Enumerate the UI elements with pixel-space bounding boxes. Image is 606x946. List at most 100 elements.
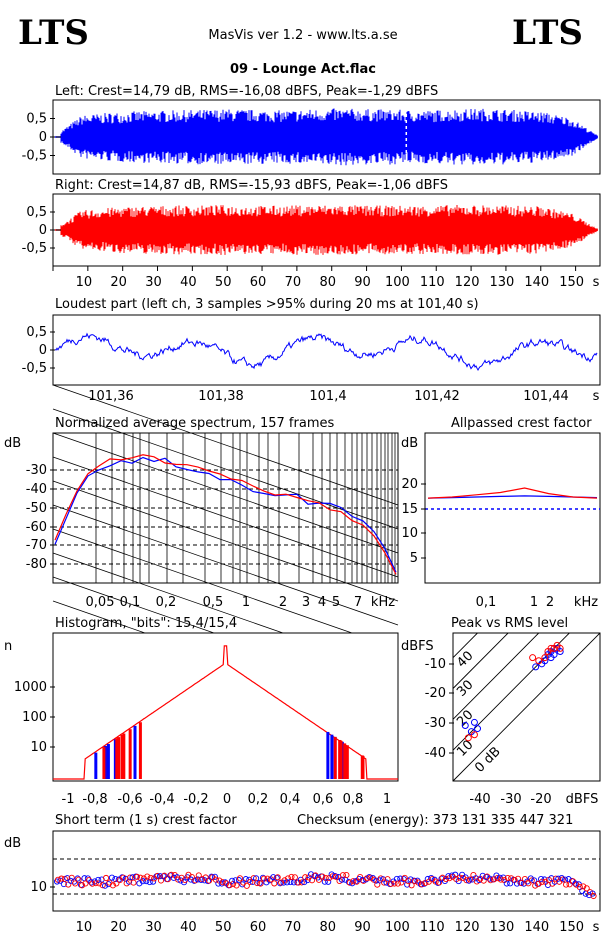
crest-ytick: 5 [410,551,418,566]
left-wave-ytick: 0 [39,130,47,145]
short-crest-point [254,879,261,887]
short-crest-xtick: 90 [354,920,371,935]
short-crest-point [126,878,133,885]
short-crest-point [233,882,240,889]
crest-series-1 [427,487,598,499]
spectrum-ytick: -50 [26,501,47,516]
short-crest-point [72,880,79,887]
histogram-xtick: 0,6 [313,792,334,807]
peak-rms-point [541,654,549,662]
histogram-tail-bar [102,747,106,779]
histogram-title: Histogram, "bits": 15,4/15,4 [55,616,237,631]
time-axis-xtick: 90 [354,275,371,290]
histogram-tail-bar [138,722,142,779]
histogram-tail-bar [106,744,110,779]
peak-rms-point [544,648,552,655]
short-crest-point [367,874,374,881]
histogram-tail-bar [94,752,98,779]
short-crest-point [518,879,525,887]
short-crest-point [343,872,350,879]
short-crest-point [288,873,295,880]
short-crest-xtick: 50 [215,920,232,935]
short-crest-point [551,878,558,885]
short-crest-xtick: 80 [319,920,336,935]
time-axis-xtick: 40 [180,275,197,290]
short-crest-point [580,883,587,890]
peak-rms-point [470,718,478,726]
short-crest-point [525,880,532,887]
spectrum-xtick: 2 [279,595,287,610]
short-crest-point [236,875,244,882]
time-axis-xtick: 100 [385,275,410,290]
histogram-xtick: -0,2 [183,792,208,807]
spectrum-xtick: 0,5 [203,595,224,610]
left-wave-title: Left: Crest=14,79 dB, RMS=-16,08 dBFS, P… [55,84,438,99]
spectrum-ytick: -40 [26,482,47,497]
short-crest-point [195,872,202,879]
spectrum-ytick: -30 [26,463,47,478]
spectrum-xtick: 5 [332,595,340,610]
time-axis-xtick: 50 [215,275,232,290]
peak-rms-xtick: -30 [500,792,521,807]
peak-rms-ytick: -20 [425,686,446,701]
loudest-xtick: 101,38 [198,389,244,404]
peak-rms-diag-line [452,632,509,689]
loudest-ytick: 0 [39,343,47,358]
histogram-tail-bar [343,743,347,779]
peak-rms-diag-line [452,632,601,782]
crest-xtick: 2 [546,595,554,610]
crest-frame [424,432,601,584]
short-crest-point [291,874,298,881]
short-crest-point [476,876,483,884]
short-crest-point [332,873,339,880]
short-crest-point [194,876,201,883]
left-wave-ytick: -0,5 [22,149,47,164]
short-crest-point [572,880,579,887]
spectrum-slope-line [52,456,399,578]
peak-rms-point [535,657,543,665]
crest-xtick: kHz [574,595,598,610]
histogram-xtick: 1 [383,792,391,807]
spectrum-series-0 [54,456,397,573]
short-crest-point [466,876,474,883]
short-crest-point [472,875,479,882]
short-crest-point [486,875,493,882]
spectrum-slope-line [52,384,399,506]
time-axis-xtick: 120 [455,275,480,290]
short-crest-point [538,876,545,883]
short-crest-xtick: 40 [180,920,197,935]
short-crest-point [504,874,511,882]
histogram-tail-bar [330,734,334,779]
right-wave-ytick: 0,5 [26,205,47,220]
spectrum-slope-line [52,528,399,650]
loudest-ytick: 0,5 [26,325,47,340]
short-crest-point [259,874,267,881]
histogram-xtick: 0,2 [248,792,269,807]
short-crest-point [256,879,263,887]
loudest-ytick: -0,5 [22,361,47,376]
time-axis-xtick: 110 [420,275,445,290]
short-crest-point [146,879,153,886]
short-crest-point [88,879,95,886]
right-wave-waveform [60,205,598,255]
histogram-tail-bar [333,736,337,779]
short-crest-point [397,875,404,882]
crest-ytick: 15 [401,502,418,517]
crest-ytick: 10 [401,526,418,541]
loudest-title: Loudest part (left ch, 3 samples >95% du… [55,297,479,312]
spectrum-xtick: 1 [242,595,250,610]
histogram-ytick: 10 [30,740,47,755]
short-crest-title: Short term (1 s) crest factor [55,813,237,828]
peak-rms-ylabel: dBFS [401,639,434,654]
short-crest-point [325,878,332,885]
short-crest-point [455,878,462,885]
short-crest-xtick: s [593,920,600,935]
short-crest-point [102,882,109,889]
short-crest-point [338,876,345,883]
short-crest-point [130,879,137,886]
peak-rms-point [532,663,540,671]
short-crest-point [247,878,254,886]
histogram-tail-bar [326,731,330,779]
short-crest-xtick: 140 [524,920,549,935]
peak-rms-point [464,734,472,742]
